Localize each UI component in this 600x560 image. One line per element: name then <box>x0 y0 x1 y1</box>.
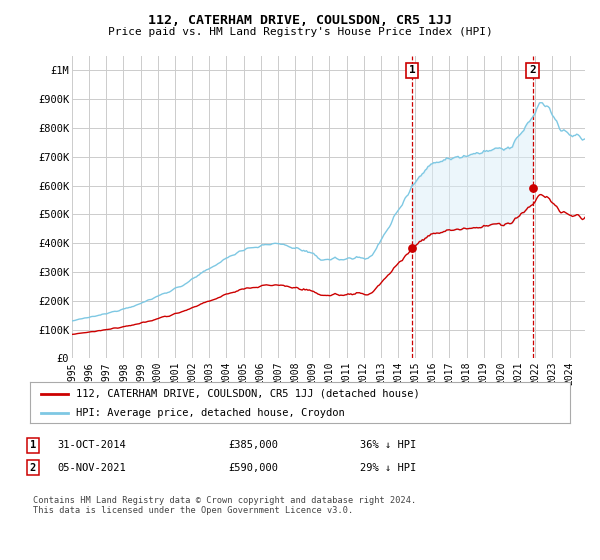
Text: Price paid vs. HM Land Registry's House Price Index (HPI): Price paid vs. HM Land Registry's House … <box>107 27 493 37</box>
Text: 1: 1 <box>30 440 36 450</box>
Text: 29% ↓ HPI: 29% ↓ HPI <box>360 463 416 473</box>
Text: 36% ↓ HPI: 36% ↓ HPI <box>360 440 416 450</box>
Text: £590,000: £590,000 <box>228 463 278 473</box>
Text: 112, CATERHAM DRIVE, COULSDON, CR5 1JJ: 112, CATERHAM DRIVE, COULSDON, CR5 1JJ <box>148 14 452 27</box>
Point <box>528 184 538 193</box>
Text: Contains HM Land Registry data © Crown copyright and database right 2024.
This d: Contains HM Land Registry data © Crown c… <box>33 496 416 515</box>
Text: £385,000: £385,000 <box>228 440 278 450</box>
Point <box>407 243 417 252</box>
Text: 112, CATERHAM DRIVE, COULSDON, CR5 1JJ (detached house): 112, CATERHAM DRIVE, COULSDON, CR5 1JJ (… <box>76 389 419 399</box>
Text: 31-OCT-2014: 31-OCT-2014 <box>57 440 126 450</box>
Text: 2: 2 <box>30 463 36 473</box>
Text: 2: 2 <box>529 66 536 76</box>
Text: HPI: Average price, detached house, Croydon: HPI: Average price, detached house, Croy… <box>76 408 344 418</box>
Text: 05-NOV-2021: 05-NOV-2021 <box>57 463 126 473</box>
Text: 1: 1 <box>409 66 416 76</box>
